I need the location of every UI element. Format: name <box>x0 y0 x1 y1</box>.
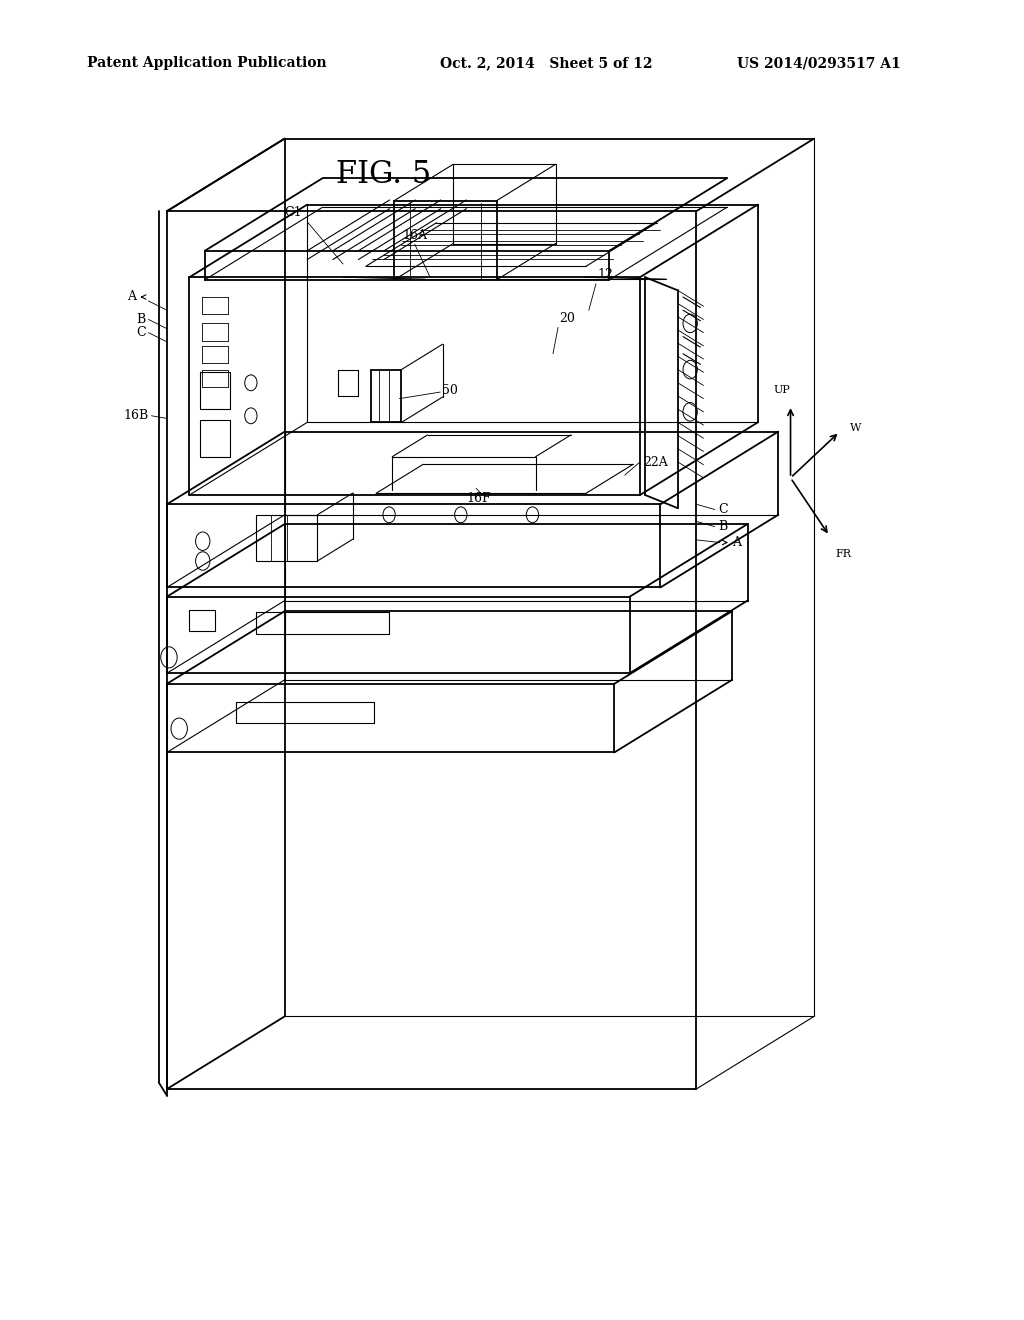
Text: B: B <box>718 520 727 533</box>
Text: FR: FR <box>836 549 852 560</box>
Text: C: C <box>718 503 727 516</box>
Text: A: A <box>127 290 136 304</box>
Text: W: W <box>850 422 861 433</box>
Text: B: B <box>136 313 145 326</box>
Text: C: C <box>136 326 145 339</box>
Text: A: A <box>732 536 741 549</box>
Text: 16B: 16B <box>123 409 148 422</box>
Text: Patent Application Publication: Patent Application Publication <box>87 57 327 70</box>
Text: US 2014/0293517 A1: US 2014/0293517 A1 <box>737 57 901 70</box>
Text: 20: 20 <box>559 312 575 325</box>
Text: FIG. 5: FIG. 5 <box>336 158 432 190</box>
Text: 12: 12 <box>597 268 613 281</box>
Text: 16F: 16F <box>467 492 492 506</box>
Text: 50: 50 <box>442 384 459 397</box>
Text: Oct. 2, 2014   Sheet 5 of 12: Oct. 2, 2014 Sheet 5 of 12 <box>440 57 653 70</box>
Text: 16A: 16A <box>402 228 427 242</box>
Text: UP: UP <box>774 384 791 395</box>
Text: 22A: 22A <box>643 455 668 469</box>
Text: C1: C1 <box>285 206 302 219</box>
